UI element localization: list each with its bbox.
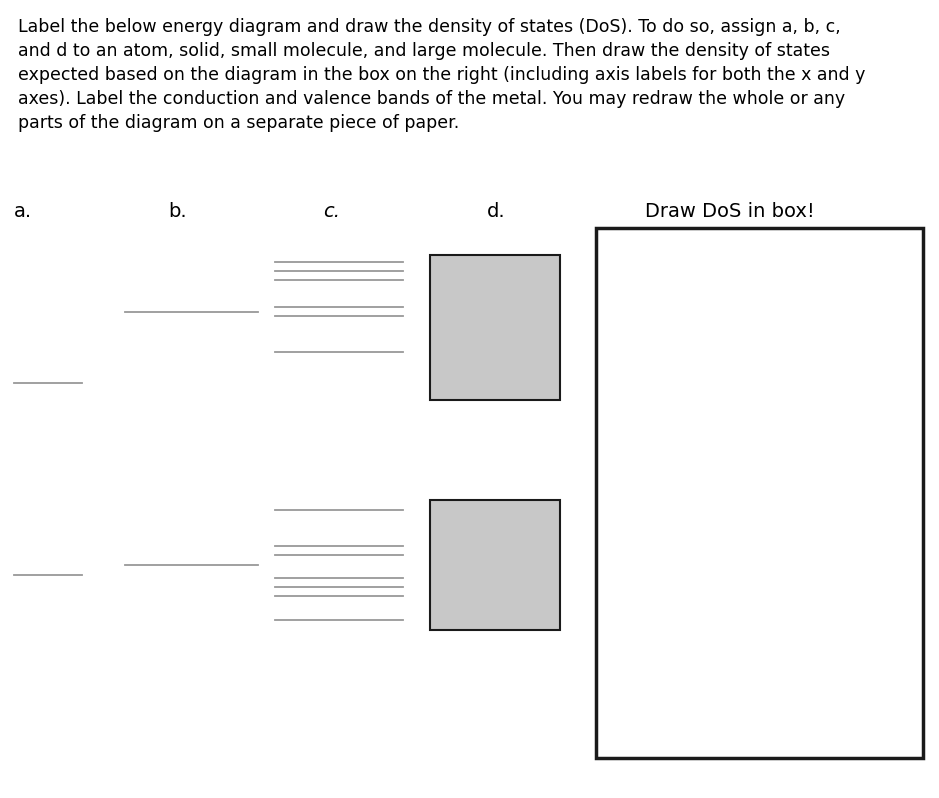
Text: c.: c. — [323, 202, 340, 221]
Bar — [430, 500, 560, 630]
Text: Draw DoS in box!: Draw DoS in box! — [645, 202, 815, 221]
Text: axes). Label the conduction and valence bands of the metal. You may redraw the w: axes). Label the conduction and valence … — [18, 90, 845, 108]
Text: b.: b. — [168, 202, 187, 221]
Text: Label the below energy diagram and draw the density of states (DoS). To do so, a: Label the below energy diagram and draw … — [18, 18, 840, 36]
Text: expected based on the diagram in the box on the right (including axis labels for: expected based on the diagram in the box… — [18, 66, 866, 84]
Text: parts of the diagram on a separate piece of paper.: parts of the diagram on a separate piece… — [18, 114, 459, 132]
Bar — [430, 255, 560, 400]
Bar — [596, 228, 923, 758]
Text: and d to an atom, solid, small molecule, and large molecule. Then draw the densi: and d to an atom, solid, small molecule,… — [18, 42, 830, 60]
Text: d.: d. — [487, 202, 505, 221]
Text: a.: a. — [14, 202, 32, 221]
